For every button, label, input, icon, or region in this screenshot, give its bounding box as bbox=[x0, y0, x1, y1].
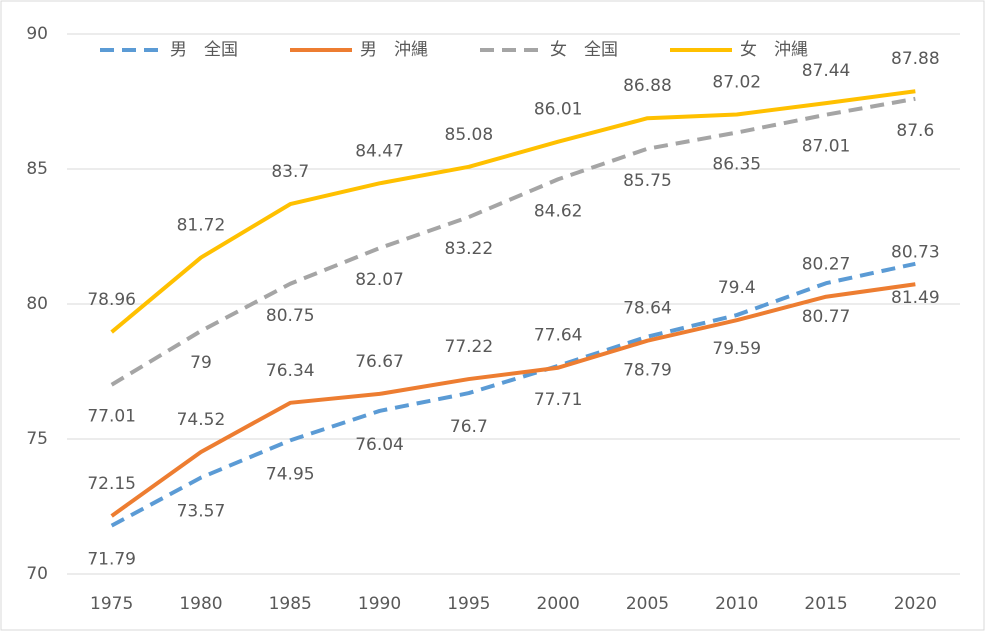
data-label: 80.75 bbox=[266, 306, 315, 326]
data-label: 76.7 bbox=[450, 417, 488, 437]
data-label: 77.22 bbox=[445, 337, 494, 357]
data-label: 72.15 bbox=[87, 474, 136, 494]
legend-label: 男 沖縄 bbox=[360, 40, 428, 60]
data-label: 86.35 bbox=[712, 155, 761, 175]
y-tick-label: 80 bbox=[26, 294, 48, 314]
data-label: 87.01 bbox=[802, 137, 851, 157]
data-label: 83.7 bbox=[271, 162, 309, 182]
data-label: 81.72 bbox=[177, 216, 226, 236]
data-label: 71.79 bbox=[87, 550, 136, 570]
y-tick-label: 70 bbox=[26, 564, 48, 584]
data-label: 77.64 bbox=[534, 326, 583, 346]
data-label: 78.79 bbox=[623, 361, 672, 381]
data-label: 77.71 bbox=[534, 390, 583, 410]
data-label: 81.49 bbox=[891, 288, 940, 308]
data-label: 79.4 bbox=[718, 278, 756, 298]
legend-label: 女 全国 bbox=[550, 40, 618, 60]
data-label: 87.88 bbox=[891, 49, 940, 69]
data-label: 76.34 bbox=[266, 361, 315, 381]
data-label: 84.62 bbox=[534, 201, 583, 221]
x-tick-label: 2010 bbox=[715, 594, 758, 614]
data-label: 86.88 bbox=[623, 76, 672, 96]
x-tick-label: 2000 bbox=[537, 594, 580, 614]
series-line bbox=[110, 96, 916, 387]
x-tick-label: 2005 bbox=[626, 594, 669, 614]
series-line bbox=[110, 261, 916, 528]
data-label: 74.95 bbox=[266, 464, 315, 484]
data-label: 80.77 bbox=[802, 307, 851, 327]
x-tick-label: 1985 bbox=[269, 594, 312, 614]
y-tick-label: 75 bbox=[26, 429, 48, 449]
data-label: 76.04 bbox=[355, 435, 404, 455]
data-label: 79 bbox=[190, 353, 212, 373]
data-label: 80.73 bbox=[891, 242, 940, 262]
x-tick-label: 1990 bbox=[358, 594, 401, 614]
legend-label: 女 沖縄 bbox=[740, 40, 808, 60]
series-line bbox=[110, 89, 916, 334]
data-label: 82.07 bbox=[355, 270, 404, 290]
x-tick-label: 2020 bbox=[894, 594, 937, 614]
x-tick-label: 2015 bbox=[804, 594, 847, 614]
x-tick-label: 1995 bbox=[447, 594, 490, 614]
data-label: 84.47 bbox=[355, 141, 404, 161]
data-label: 78.96 bbox=[87, 290, 136, 310]
data-label: 87.02 bbox=[712, 72, 761, 92]
legend-label: 男 全国 bbox=[170, 40, 238, 60]
y-tick-label: 90 bbox=[26, 24, 48, 44]
data-label: 86.01 bbox=[534, 100, 583, 120]
series-line bbox=[110, 282, 916, 518]
data-label: 83.22 bbox=[445, 239, 494, 259]
y-tick-label: 85 bbox=[26, 159, 48, 179]
data-label: 85.75 bbox=[623, 171, 672, 191]
data-label: 77.01 bbox=[87, 407, 136, 427]
data-label: 87.6 bbox=[896, 121, 934, 141]
data-label: 76.67 bbox=[355, 352, 404, 372]
data-label: 79.59 bbox=[712, 339, 761, 359]
data-label: 74.52 bbox=[177, 410, 226, 430]
data-label: 80.27 bbox=[802, 255, 851, 275]
data-label: 73.57 bbox=[177, 502, 226, 522]
data-label: 85.08 bbox=[445, 125, 494, 145]
data-label: 78.64 bbox=[623, 299, 672, 319]
x-tick-label: 1980 bbox=[179, 594, 222, 614]
x-tick-label: 1975 bbox=[90, 594, 133, 614]
data-label: 87.44 bbox=[802, 61, 851, 81]
